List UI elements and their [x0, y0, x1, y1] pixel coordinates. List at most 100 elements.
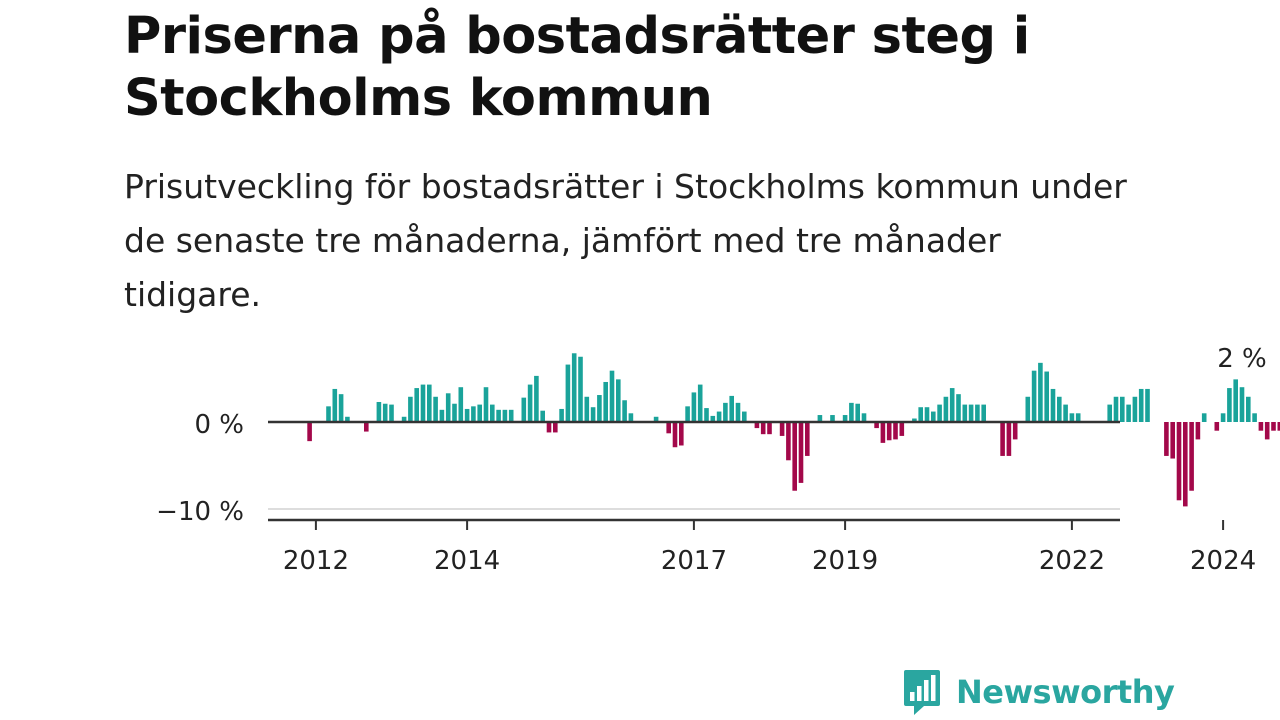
- brand-name: Newsworthy: [956, 673, 1175, 711]
- bar: [527, 384, 533, 422]
- bar: [779, 422, 785, 436]
- bar: [767, 422, 772, 435]
- bar: [653, 416, 659, 422]
- bar: [1271, 422, 1276, 431]
- x-tick-label: 2017: [661, 546, 727, 576]
- bar: [949, 388, 955, 422]
- bar: [842, 415, 848, 422]
- bar: [401, 416, 407, 422]
- bar: [1246, 396, 1251, 422]
- x-tick-label: 2012: [283, 546, 349, 576]
- bar: [1057, 396, 1062, 422]
- bar: [1145, 388, 1150, 422]
- bar: [886, 422, 892, 441]
- labels: 0 % −10 % 2012 2014 2017 2019 2022 2024 2 %: [156, 344, 1267, 576]
- bar: [1031, 370, 1037, 422]
- bar: [1120, 396, 1125, 422]
- bar: [622, 400, 627, 422]
- bar: [855, 403, 860, 422]
- bar: [1264, 422, 1270, 440]
- y-tick-label: 0 %: [194, 410, 244, 440]
- bar: [880, 422, 886, 443]
- bar: [1189, 422, 1194, 491]
- bar: [471, 406, 476, 422]
- bar: [603, 381, 608, 422]
- bar: [1012, 422, 1018, 440]
- bar: [464, 408, 470, 422]
- bar: [477, 404, 482, 422]
- bar: [735, 402, 741, 422]
- bar: [723, 402, 728, 422]
- bar: [1277, 422, 1280, 431]
- bar: [483, 387, 489, 422]
- bar: [956, 394, 961, 422]
- bar: [1258, 422, 1264, 431]
- bar: [798, 422, 804, 483]
- bar: [1107, 404, 1112, 422]
- bar: [540, 410, 545, 422]
- bar: [1069, 413, 1075, 422]
- bar: [496, 409, 501, 422]
- bar: [326, 406, 331, 422]
- bar: [742, 411, 747, 422]
- bar: [1220, 413, 1226, 422]
- bar: [924, 407, 930, 422]
- bar: [553, 422, 558, 433]
- bar: [628, 413, 634, 422]
- newsworthy-chart-icon: [904, 670, 940, 715]
- bar: [672, 422, 678, 448]
- bar: [805, 422, 810, 456]
- bar: [307, 422, 312, 442]
- bar: [490, 404, 495, 422]
- bar: [389, 404, 394, 422]
- bar: [590, 407, 596, 422]
- bar: [534, 375, 539, 422]
- bar: [937, 404, 942, 422]
- bar: [912, 418, 917, 422]
- bar: [899, 422, 905, 436]
- bar: [439, 409, 445, 422]
- bar: [716, 411, 722, 422]
- bar: [502, 409, 508, 422]
- bar: [1050, 388, 1056, 422]
- bar: [754, 422, 760, 429]
- bar: [452, 403, 457, 422]
- bar: [332, 388, 338, 422]
- bar: [1132, 396, 1138, 422]
- bar: [1233, 379, 1238, 422]
- bar-chart: 0 % −10 % 2012 2014 2017 2019 2022 2024 2 %: [156, 344, 1280, 576]
- bar: [1044, 371, 1049, 422]
- bar: [376, 401, 382, 422]
- bar: [1075, 413, 1081, 422]
- axes: [268, 420, 1225, 530]
- bar: [1126, 404, 1131, 422]
- bar: [1025, 396, 1031, 422]
- bar: [420, 384, 426, 422]
- chart-title: Priserna på bostadsrätter steg i Stockho…: [124, 7, 1030, 128]
- bar: [458, 387, 464, 422]
- bar: [792, 422, 797, 491]
- bar: [345, 416, 350, 422]
- bar: [1176, 422, 1182, 501]
- bar: [943, 396, 949, 422]
- bar: [874, 422, 879, 429]
- bar: [679, 422, 684, 446]
- bar: [1000, 422, 1005, 456]
- bar: [981, 404, 986, 422]
- bar: [729, 395, 734, 422]
- bar: [616, 379, 621, 422]
- bar: [445, 393, 451, 422]
- bar: [918, 407, 923, 422]
- bars: [307, 353, 1280, 507]
- bar: [849, 402, 854, 422]
- bar: [830, 415, 835, 422]
- bar: [338, 394, 344, 422]
- bar: [382, 403, 388, 422]
- bar: [968, 404, 974, 422]
- bar: [1113, 396, 1119, 422]
- bar: [1252, 413, 1257, 422]
- bar: [546, 422, 552, 433]
- y-tick-label: −10 %: [156, 497, 244, 527]
- bar: [1063, 404, 1068, 422]
- last-value-label: 2 %: [1217, 344, 1267, 374]
